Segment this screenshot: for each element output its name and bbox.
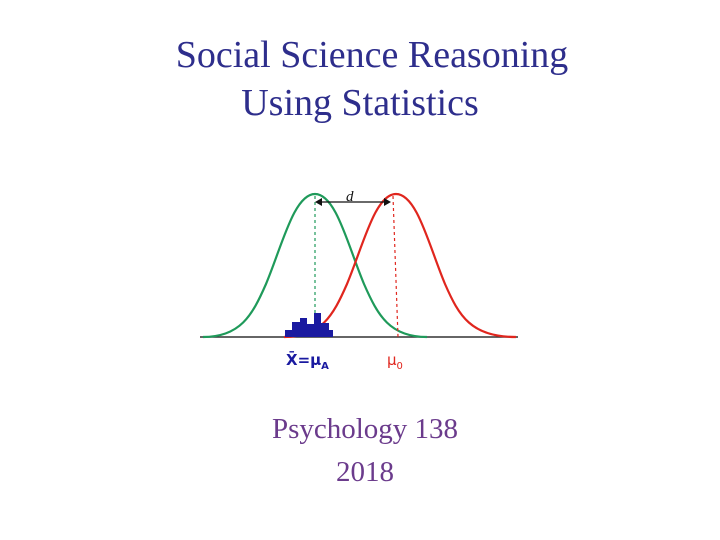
histogram-bar (292, 322, 300, 337)
course-name: Psychology 138 (271, 413, 459, 445)
histogram-bar (314, 313, 321, 337)
null-distribution-curve (283, 192, 517, 339)
diagram-background (198, 156, 522, 372)
histogram-bar (307, 324, 314, 337)
null-mean-label: μ0 (387, 351, 403, 372)
histogram-bar (329, 330, 333, 337)
alternative-distribution-curve (202, 192, 428, 339)
histogram-bar (321, 323, 329, 337)
histogram-bar (300, 318, 307, 337)
course-year: 2018 (336, 456, 394, 488)
histogram-bar (285, 330, 292, 337)
distribution-diagram: d X̄=μA μ0 (198, 156, 522, 372)
slide-title-line-2: Using Statistics (241, 82, 479, 124)
effect-size-label: d (346, 189, 354, 205)
effect-arrow-left-head (315, 198, 322, 206)
slide-title-line-1: Social Science Reasoning (175, 34, 569, 76)
sample-mean-label: X̄=μA (286, 349, 329, 372)
sample-histogram (285, 313, 333, 337)
effect-arrow-right-head (384, 198, 391, 206)
